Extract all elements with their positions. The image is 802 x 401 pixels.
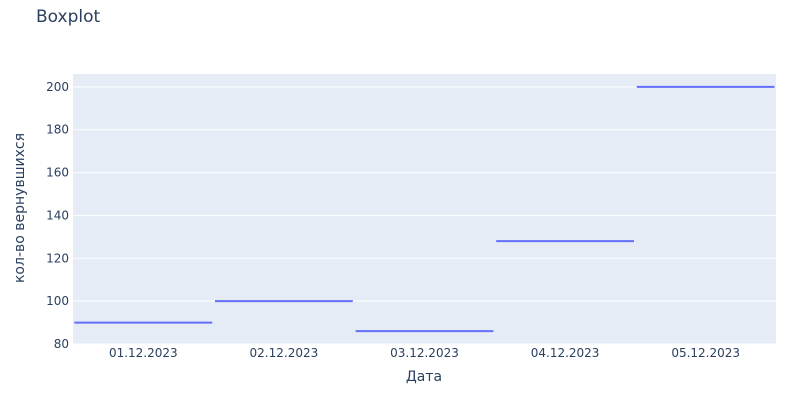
x-axis-label: Дата (405, 369, 443, 385)
y-axis-label: кол-во вернувшихся (12, 132, 28, 284)
y-tick-80: 80 (54, 337, 69, 351)
chart-title: Boxplot (36, 7, 101, 27)
y-tick-100: 100 (46, 294, 69, 308)
x-tick-02.12.2023: 02.12.2023 (250, 346, 319, 360)
x-tick-01.12.2023: 01.12.2023 (109, 346, 178, 360)
x-tick-03.12.2023: 03.12.2023 (390, 346, 459, 360)
box-series (74, 85, 775, 333)
y-tick-180: 180 (46, 123, 69, 137)
y-tick-160: 160 (46, 166, 69, 180)
y-tick-120: 120 (46, 251, 69, 265)
y-tick-140: 140 (46, 208, 69, 222)
x-tick-labels: 01.12.2023 02.12.2023 03.12.2023 04.12.2023… (109, 346, 740, 360)
x-tick-05.12.2023: 05.12.2023 (671, 346, 740, 360)
y-tick-200: 200 (46, 80, 69, 94)
plot-background (73, 74, 776, 344)
x-tick-04.12.2023: 04.12.2023 (531, 346, 600, 360)
y-tick-labels: 80 100 120 140 160 180 200 (46, 80, 69, 351)
